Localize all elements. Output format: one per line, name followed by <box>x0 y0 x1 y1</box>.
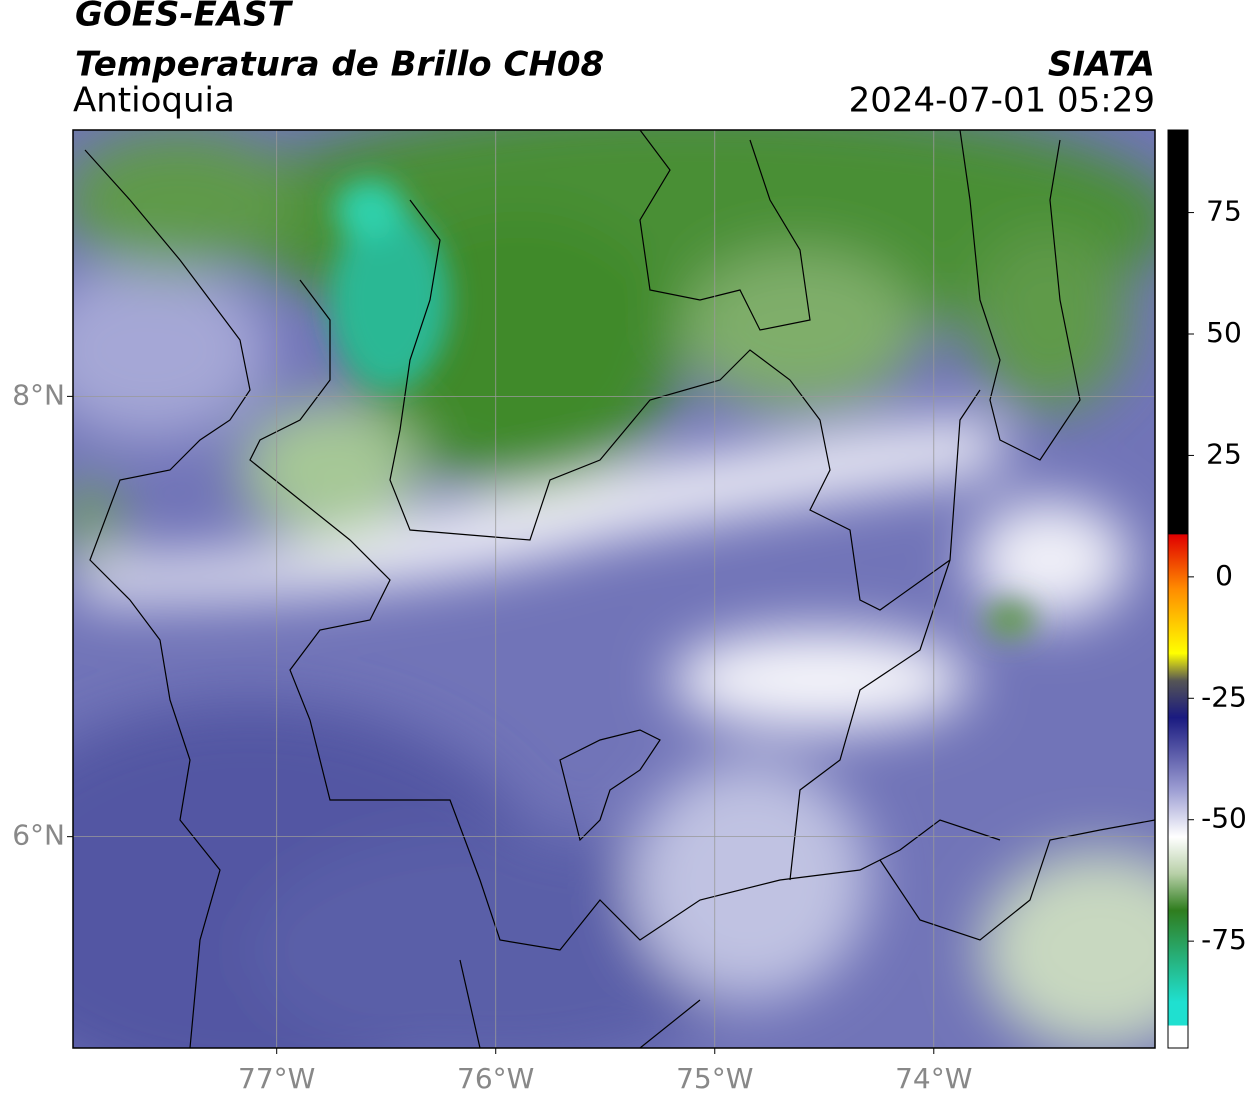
colorbar <box>1167 129 1189 1049</box>
colorbar-tick-label: 75 <box>1206 195 1242 228</box>
x-tick-label: 74°W <box>895 1062 972 1095</box>
source: SIATA <box>1048 45 1155 85</box>
graticule <box>73 130 1155 1048</box>
datetime: 2024-07-01 05:29 <box>849 81 1155 121</box>
satellite-field <box>73 130 1155 1048</box>
colorbar-tick-label: -25 <box>1201 680 1247 713</box>
title: GOES-EAST <box>75 0 294 35</box>
y-tick-label: 8°N <box>12 378 65 411</box>
map-frame <box>72 129 1156 1049</box>
x-tick-label: 75°W <box>676 1062 753 1095</box>
subtitle: Temperatura de Brillo CH08 <box>75 45 604 85</box>
colorbar-tick-label: -75 <box>1201 923 1247 956</box>
x-tick-label: 76°W <box>457 1062 534 1095</box>
borders <box>84 130 1155 1048</box>
region: Antioquia <box>73 81 235 121</box>
colorbar-tick-label: 50 <box>1206 316 1242 349</box>
y-tick-label: 6°N <box>12 819 65 852</box>
colorbar-tick-label: 0 <box>1215 559 1233 592</box>
colorbar-tick-label: -50 <box>1201 802 1247 835</box>
x-tick-label: 77°W <box>238 1062 315 1095</box>
colorbar-tick-label: 25 <box>1206 437 1242 470</box>
